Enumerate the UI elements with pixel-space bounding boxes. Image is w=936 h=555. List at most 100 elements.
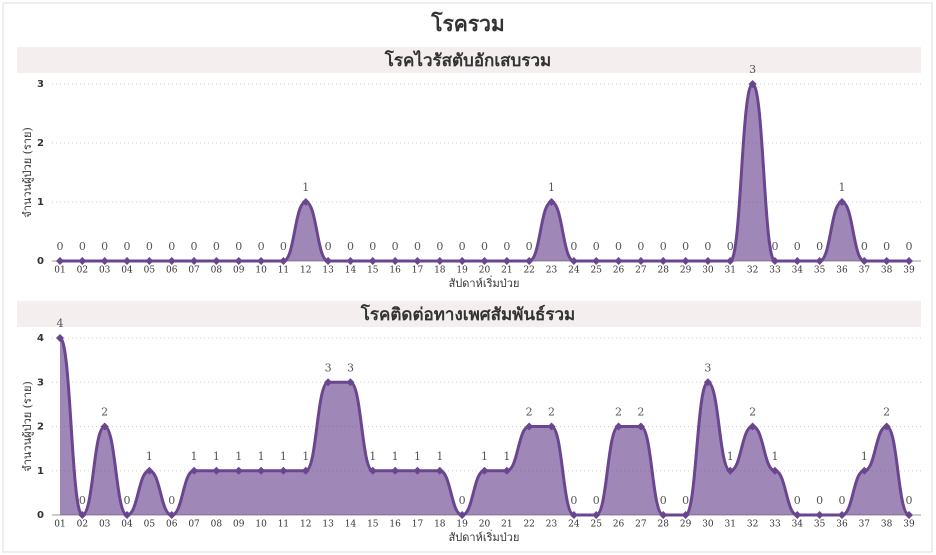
data-label: 0	[816, 494, 823, 507]
x-tick-label: 36	[836, 266, 848, 276]
x-tick-label: 10	[255, 520, 267, 530]
x-tick-label: 20	[479, 266, 491, 276]
data-label: 0	[727, 240, 734, 253]
x-tick-label: 26	[613, 266, 625, 276]
x-tick-label: 14	[345, 266, 357, 276]
marker	[770, 466, 779, 475]
data-label: 0	[682, 494, 689, 507]
x-tick-label: 13	[322, 520, 334, 530]
data-label: 1	[191, 450, 198, 463]
marker	[480, 257, 489, 265]
x-tick-label: 08	[211, 266, 223, 276]
x-tick-label: 33	[769, 266, 781, 276]
x-tick-label: 04	[121, 266, 133, 276]
x-tick-label: 13	[322, 266, 334, 276]
x-tick-label: 18	[434, 520, 446, 530]
data-label: 1	[861, 450, 868, 463]
marker	[502, 466, 511, 475]
marker	[368, 466, 377, 475]
marker	[100, 422, 109, 431]
data-label: 0	[794, 494, 801, 507]
marker	[123, 257, 132, 265]
marker	[681, 511, 690, 519]
marker	[413, 466, 422, 475]
x-tick-label: 18	[434, 266, 446, 276]
marker	[614, 422, 623, 431]
data-label: 2	[101, 406, 108, 419]
data-label: 2	[637, 406, 644, 419]
data-label: 2	[749, 406, 756, 419]
x-tick-label: 31	[725, 520, 736, 530]
marker	[368, 257, 377, 265]
marker	[413, 257, 422, 265]
data-label: 0	[124, 494, 131, 507]
data-label: 3	[347, 361, 354, 374]
marker	[748, 80, 757, 88]
marker	[815, 257, 824, 265]
data-label: 0	[704, 240, 711, 253]
x-tick-label: 19	[456, 266, 468, 276]
data-label: 0	[146, 240, 153, 253]
x-axis-title: สัปดาห์เริ่มป่วย	[449, 529, 520, 544]
x-tick-label: 01	[54, 266, 65, 276]
x-tick-label: 24	[568, 266, 580, 276]
data-label: 0	[168, 240, 175, 253]
x-tick-label: 11	[278, 520, 289, 530]
y-axis-title: จำนวนผู้ป่วย (ราย)	[21, 381, 34, 472]
data-label: 1	[302, 450, 309, 463]
x-tick-label: 04	[121, 520, 133, 530]
data-label: 1	[548, 181, 555, 194]
marker	[748, 422, 757, 431]
x-tick-label: 35	[814, 520, 826, 530]
marker	[860, 466, 869, 475]
x-tick-label: 37	[859, 520, 871, 530]
x-tick-label: 16	[389, 520, 401, 530]
x-tick-label: 22	[523, 520, 534, 530]
data-label: 1	[838, 181, 845, 194]
data-label: 1	[146, 450, 153, 463]
data-label: 1	[302, 181, 309, 194]
x-tick-label: 23	[546, 266, 558, 276]
marker	[681, 257, 690, 265]
marker	[703, 378, 712, 387]
data-label: 0	[660, 240, 667, 253]
x-tick-label: 34	[792, 266, 804, 276]
chart-title: โรคไวรัสตับอักเสบรวม	[384, 50, 551, 71]
x-tick-label: 02	[77, 520, 88, 530]
x-tick-label: 32	[747, 266, 758, 276]
page-title: โรครวม	[430, 11, 505, 36]
data-label: 2	[526, 406, 533, 419]
x-tick-label: 27	[635, 266, 647, 276]
y-tick-label: 4	[37, 333, 44, 344]
data-label: 1	[771, 450, 778, 463]
data-label: 3	[749, 63, 756, 76]
marker	[234, 466, 243, 475]
x-tick-label: 20	[479, 520, 491, 530]
data-label: 0	[436, 240, 443, 253]
marker	[123, 511, 132, 519]
data-label: 3	[704, 361, 711, 374]
marker	[614, 257, 623, 265]
data-label: 1	[414, 450, 421, 463]
marker	[167, 511, 176, 519]
marker	[257, 466, 266, 475]
x-tick-label: 23	[546, 520, 558, 530]
data-label: 0	[79, 240, 86, 253]
marker	[547, 198, 556, 206]
data-label: 1	[235, 450, 242, 463]
marker	[324, 378, 333, 387]
data-label: 1	[369, 450, 376, 463]
marker	[212, 466, 221, 475]
y-tick-label: 2	[37, 422, 44, 433]
chart-header	[17, 47, 921, 73]
marker	[190, 466, 199, 475]
y-tick-label: 1	[37, 466, 44, 477]
data-label: 0	[280, 240, 287, 253]
marker	[815, 511, 824, 519]
data-label: 2	[548, 406, 555, 419]
marker	[837, 198, 846, 206]
data-label: 0	[615, 240, 622, 253]
data-label: 0	[213, 240, 220, 253]
x-tick-label: 15	[367, 266, 379, 276]
x-tick-label: 24	[568, 520, 580, 530]
